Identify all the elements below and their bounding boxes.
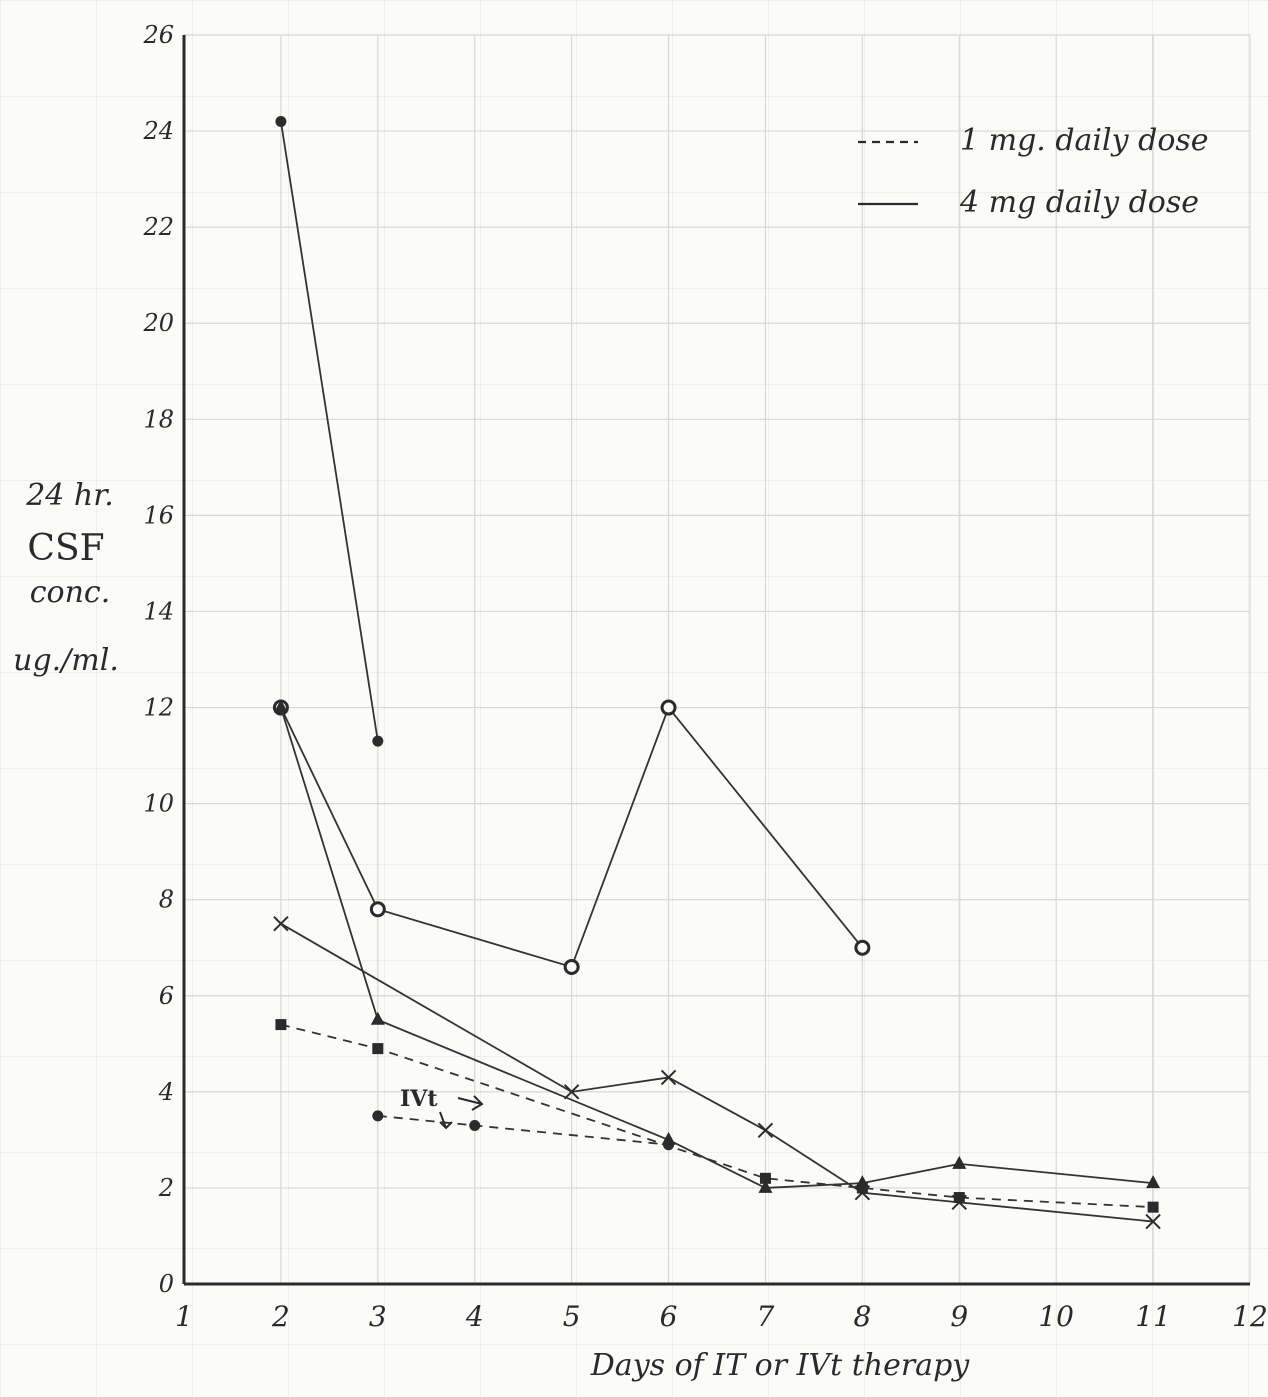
- data-point-circle: [660, 699, 677, 716]
- y-tick-label: 22: [142, 213, 174, 241]
- x-tick-label: 4: [465, 1300, 484, 1333]
- axes: [182, 35, 1250, 1286]
- data-point-x: [563, 1084, 580, 1100]
- series-group: [272, 115, 1161, 1230]
- data-point-triangle: [952, 1155, 967, 1169]
- y-axis-label-line: 24 hr.: [25, 478, 114, 513]
- data-point-triangle: [758, 1179, 773, 1193]
- series-6: [372, 1110, 675, 1151]
- data-point-circle: [369, 901, 386, 918]
- data-point-dot: [372, 735, 384, 747]
- series-5: [275, 1019, 1159, 1213]
- series-line: [280, 1023, 1154, 1209]
- series-3: [273, 699, 1161, 1193]
- data-point-triangle: [1146, 1175, 1161, 1189]
- y-tick-label: 26: [142, 21, 174, 49]
- x-axis-label: Days of IT or IVt therapy: [590, 1348, 971, 1383]
- x-tick-label: 2: [271, 1300, 290, 1333]
- data-point-square: [953, 1192, 965, 1204]
- data-point-square: [856, 1182, 868, 1194]
- data-point-triangle: [370, 1011, 385, 1025]
- series-line: [280, 121, 379, 742]
- y-tick-label: 10: [143, 790, 174, 818]
- data-point-square: [1147, 1201, 1159, 1213]
- y-axis-label-line: ug./ml.: [13, 643, 119, 678]
- y-tick-label: 0: [159, 1270, 174, 1298]
- y-tick-label: 2: [158, 1174, 174, 1202]
- x-tick-label: 3: [369, 1300, 387, 1333]
- data-point-triangle: [273, 699, 288, 713]
- legend-label: 4 mg daily dose: [959, 185, 1199, 220]
- y-tick-label: 16: [143, 501, 174, 529]
- x-tick-label: 1: [175, 1300, 193, 1333]
- data-point-x: [1145, 1213, 1161, 1230]
- data-point-dot: [469, 1119, 481, 1131]
- y-tick-label: 14: [143, 597, 174, 625]
- x-tick-label: 11: [1135, 1300, 1171, 1333]
- y-tick-label: 12: [143, 694, 174, 722]
- x-tick-label: 12: [1232, 1300, 1268, 1333]
- data-point-circle: [563, 958, 580, 975]
- data-point-x: [273, 916, 289, 932]
- x-tick-label: 6: [660, 1300, 678, 1333]
- gridlines: [183, 34, 1251, 1285]
- data-point-dot: [372, 1110, 384, 1122]
- y-axis-label-line: conc.: [30, 575, 111, 610]
- data-point-square: [275, 1019, 287, 1031]
- data-point-dot: [275, 115, 287, 127]
- labels: 1 2 3 4 5 6 7 8 9 10 11 120246810121416182022242624…: [13, 21, 1268, 1383]
- data-point-square: [759, 1172, 771, 1184]
- annotation-arrow: [439, 1111, 453, 1130]
- x-tick-label: 5: [563, 1300, 581, 1333]
- legend-label: 1 mg. daily dose: [960, 123, 1209, 158]
- y-tick-label: 18: [143, 405, 174, 433]
- data-point-square: [372, 1043, 384, 1055]
- x-tick-label: 9: [950, 1300, 968, 1333]
- data-point-dot: [663, 1139, 675, 1151]
- ivt-annotation: IVt: [400, 1086, 438, 1112]
- y-tick-label: 24: [142, 117, 174, 145]
- data-point-x: [757, 1122, 774, 1138]
- y-tick-label: 4: [158, 1078, 174, 1106]
- data-point-x: [660, 1069, 677, 1086]
- y-tick-label: 6: [159, 982, 174, 1010]
- y-tick-label: 8: [159, 886, 174, 914]
- data-point-circle: [854, 939, 871, 956]
- x-tick-label: 7: [757, 1300, 775, 1333]
- annotation-arrow: [457, 1095, 484, 1111]
- y-tick-label: 20: [142, 309, 174, 337]
- y-axis-label-line: CSF: [27, 528, 104, 569]
- series-1: [275, 115, 384, 747]
- x-tick-label: 8: [853, 1300, 871, 1333]
- x-tick-label: 10: [1038, 1300, 1074, 1333]
